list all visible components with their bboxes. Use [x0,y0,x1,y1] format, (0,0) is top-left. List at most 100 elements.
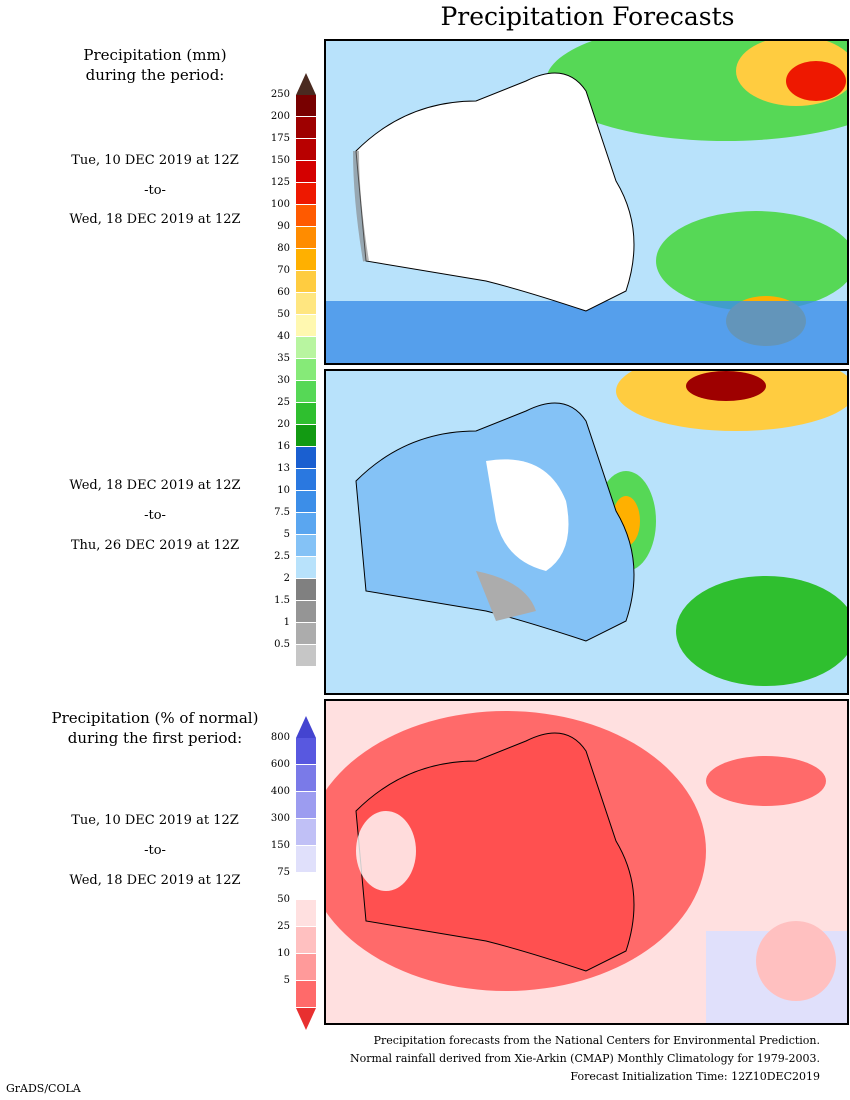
period3-end: Wed, 18 DEC 2019 at 12Z [69,873,241,888]
legend-tick-label: 150 [270,155,290,166]
legend-color-swatch [296,535,316,557]
legend-tick-label: 13 [277,463,290,474]
legend-tick-label: 300 [270,813,290,824]
legend-tick-label: 35 [277,353,290,364]
legend-color-swatch [296,469,316,491]
legend-tick-label: 16 [277,441,290,452]
legend-color-swatch [296,161,316,183]
legend-under-arrow [296,1008,316,1030]
legend-precip-mm: 250 200 175 150 125 100 90 80 70 60 50 40 35 30 25 20 16… [271,73,316,689]
legend-tick-label: 1 [283,617,290,628]
legend-color-swatch [296,337,316,359]
legend-tick-label: 2.5 [274,551,290,562]
heading-precip-pct: Precipitation (% of normal) during the f… [20,708,290,748]
legend-color-swatch [296,95,316,117]
period2-start: Wed, 18 DEC 2019 at 12Z [69,478,241,493]
legend-tick-label: 175 [270,133,290,144]
legend-color-swatch [296,271,316,293]
legend-tick-label: 150 [270,840,290,851]
footer-line2: Normal rainfall derived from Xie-Arkin (… [350,1052,820,1065]
legend-color-swatch [296,954,316,981]
period1-sep: -to- [144,183,166,198]
legend-color-swatch [296,403,316,425]
legend-color-swatch [296,491,316,513]
legend-under-arrow [296,667,316,689]
period2-end: Thu, 26 DEC 2019 at 12Z [70,538,240,553]
heading-line: during the period: [85,66,225,84]
period1-end: Wed, 18 DEC 2019 at 12Z [69,212,241,227]
legend-color-swatch [296,139,316,161]
legend-tick-label: 5 [283,529,290,540]
legend-over-arrow [296,73,316,95]
legend-tick-label: 25 [277,921,290,932]
legend-color-swatch [296,645,316,667]
legend-tick-label: 400 [270,786,290,797]
footer-line1: Precipitation forecasts from the Nationa… [373,1034,820,1047]
legend-color-swatch [296,425,316,447]
legend-tick-label: 30 [277,375,290,386]
footer-line3: Forecast Initialization Time: 12Z10DEC20… [570,1070,820,1083]
period2-sep: -to- [144,508,166,523]
heading-line: Precipitation (mm) [83,46,227,64]
legend-tick-label: 800 [270,732,290,743]
heading-line: Precipitation (% of normal) [51,709,259,727]
legend-tick-label: 60 [277,287,290,298]
legend-color-swatch [296,873,316,900]
legend-tick-label: 25 [277,397,290,408]
legend-color-swatch [296,601,316,623]
period1-start: Tue, 10 DEC 2019 at 12Z [71,153,239,168]
legend-tick-label: 10 [277,948,290,959]
map-panel-pct-normal [324,699,849,1025]
legend-color-swatch [296,513,316,535]
legend-tick-label: 10 [277,485,290,496]
legend-tick-label: 1.5 [274,595,290,606]
legend-tick-label: 7.5 [274,507,290,518]
legend-tick-label: 50 [277,309,290,320]
legend-tick-label: 5 [283,975,290,986]
legend-tick-label: 600 [270,759,290,770]
legend-tick-label: 2 [283,573,290,584]
legend-color-swatch [296,249,316,271]
legend-color-swatch [296,981,316,1008]
legend-over-arrow [296,716,316,738]
period3-start: Tue, 10 DEC 2019 at 12Z [71,813,239,828]
legend-tick-label: 50 [277,894,290,905]
legend-color-swatch [296,447,316,469]
legend-tick-label: 250 [270,89,290,100]
legend-tick-label: 200 [270,111,290,122]
heading-precip-mm: Precipitation (mm) during the period: [20,45,290,85]
credit-label: GrADS/COLA [6,1082,81,1095]
legend-color-swatch [296,738,316,765]
legend-color-swatch [296,765,316,792]
legend-color-swatch [296,293,316,315]
legend-color-swatch [296,359,316,381]
period3-sep: -to- [144,843,166,858]
legend-tick-label: 90 [277,221,290,232]
legend-tick-label: 20 [277,419,290,430]
legend-color-swatch [296,315,316,337]
map-panel-period2 [324,369,849,695]
legend-color-swatch [296,117,316,139]
legend-tick-label: 0.5 [274,639,290,650]
legend-color-swatch [296,381,316,403]
legend-color-swatch [296,792,316,819]
legend-color-swatch [296,183,316,205]
legend-tick-label: 40 [277,331,290,342]
page-title: Precipitation Forecasts [440,2,735,31]
legend-color-swatch [296,227,316,249]
legend-tick-label: 75 [277,867,290,878]
legend-tick-label: 70 [277,265,290,276]
legend-color-swatch [296,623,316,645]
legend-color-swatch [296,846,316,873]
legend-precip-pct: 800 600 400 300 150 75 50 25 10 5 [271,716,316,1030]
legend-tick-label: 80 [277,243,290,254]
legend-color-swatch [296,900,316,927]
legend-color-swatch [296,557,316,579]
heading-line: during the first period: [67,729,243,747]
legend-color-swatch [296,205,316,227]
legend-tick-label: 100 [270,199,290,210]
map-panel-period1 [324,39,849,365]
legend-color-swatch [296,927,316,954]
legend-color-swatch [296,579,316,601]
legend-color-swatch [296,819,316,846]
